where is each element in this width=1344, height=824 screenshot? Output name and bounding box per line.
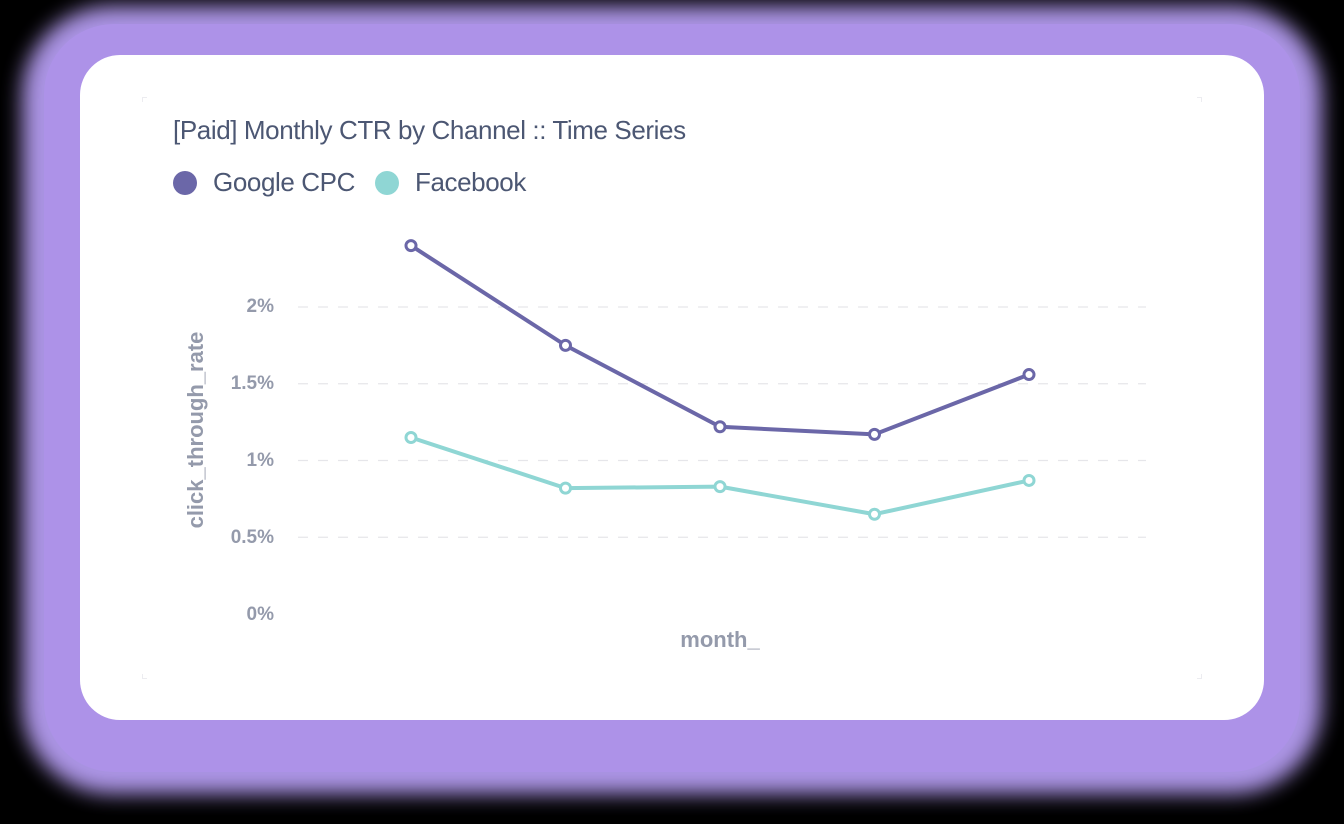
chart-legend: Google CPC Facebook [173,167,546,198]
x-axis-label: month_ [680,627,760,652]
chart-title[interactable]: [Paid] Monthly CTR by Channel :: Time Se… [173,115,686,145]
y-tick-0-5pct: 0.5% [230,527,274,548]
legend-dot-icon [173,170,197,195]
legend-item-google-cpc[interactable]: Google CPC [173,167,355,198]
y-tick-1pct: 1% [246,450,274,471]
chart-frame [142,97,1202,679]
legend-label: Google CPC [213,167,355,197]
data-point[interactable] [1022,368,1036,382]
series-lines [404,239,1036,521]
legend-label: Facebook [414,167,526,197]
y-tick-2pct: 2% [246,296,274,317]
chart-card [80,55,1264,720]
data-point[interactable] [713,420,727,434]
frame-corner-br [1197,674,1202,679]
data-point[interactable] [713,480,727,494]
y-tick-0pct: 0% [246,604,274,625]
y-tick-1-5pct: 1.5% [230,373,274,394]
data-point[interactable] [868,507,881,521]
series-line-facebook[interactable] [410,435,1030,517]
data-point[interactable] [1022,473,1036,487]
data-point[interactable] [559,338,572,352]
data-point[interactable] [404,430,418,444]
data-point[interactable] [868,427,881,441]
data-point[interactable] [404,239,418,253]
frame-corner-tr [1197,97,1202,102]
legend-item-facebook[interactable]: Facebook [374,167,526,198]
series-line-google-cpc[interactable] [409,243,1030,437]
legend-dot-icon [374,170,399,195]
data-point[interactable] [559,481,572,495]
frame-corner-bl [142,674,147,679]
frame-corner-tl [142,97,147,102]
